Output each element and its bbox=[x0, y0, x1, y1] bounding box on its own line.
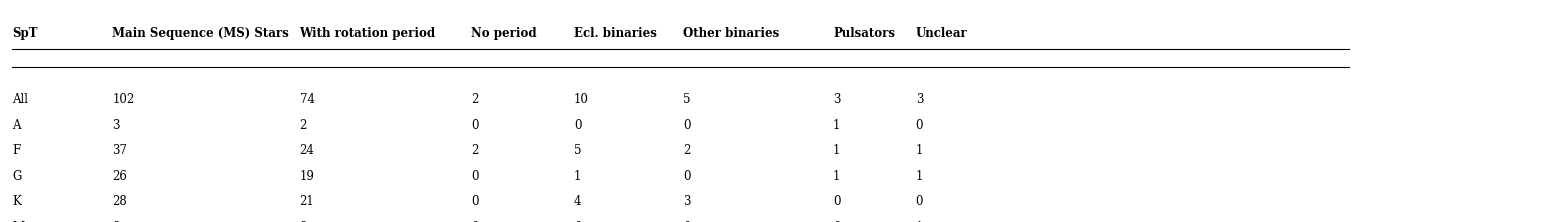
Text: 0: 0 bbox=[916, 195, 924, 208]
Text: SpT: SpT bbox=[12, 27, 37, 40]
Text: 28: 28 bbox=[112, 195, 126, 208]
Text: Unclear: Unclear bbox=[916, 27, 967, 40]
Text: 1: 1 bbox=[833, 119, 841, 132]
Text: 0: 0 bbox=[574, 221, 582, 222]
Text: 4: 4 bbox=[574, 195, 582, 208]
Text: K: K bbox=[12, 195, 22, 208]
Text: 10: 10 bbox=[574, 93, 590, 106]
Text: 21: 21 bbox=[300, 195, 314, 208]
Text: 2: 2 bbox=[300, 119, 307, 132]
Text: 26: 26 bbox=[112, 170, 128, 183]
Text: 2: 2 bbox=[471, 93, 479, 106]
Text: 0: 0 bbox=[683, 221, 691, 222]
Text: 5: 5 bbox=[574, 144, 582, 157]
Text: 0: 0 bbox=[471, 221, 479, 222]
Text: 0: 0 bbox=[471, 119, 479, 132]
Text: 3: 3 bbox=[683, 195, 691, 208]
Text: 3: 3 bbox=[833, 93, 841, 106]
Text: 5: 5 bbox=[683, 93, 691, 106]
Text: 0: 0 bbox=[683, 119, 691, 132]
Text: 1: 1 bbox=[916, 221, 924, 222]
Text: 1: 1 bbox=[916, 144, 924, 157]
Text: 2: 2 bbox=[471, 144, 479, 157]
Text: 102: 102 bbox=[112, 93, 134, 106]
Text: 8: 8 bbox=[112, 221, 120, 222]
Text: 1: 1 bbox=[833, 144, 841, 157]
Text: 37: 37 bbox=[112, 144, 128, 157]
Text: 3: 3 bbox=[112, 119, 120, 132]
Text: All: All bbox=[12, 93, 28, 106]
Text: 19: 19 bbox=[300, 170, 315, 183]
Text: 8: 8 bbox=[300, 221, 307, 222]
Text: A: A bbox=[12, 119, 20, 132]
Text: With rotation period: With rotation period bbox=[300, 27, 435, 40]
Text: Other binaries: Other binaries bbox=[683, 27, 780, 40]
Text: 74: 74 bbox=[300, 93, 315, 106]
Text: F: F bbox=[12, 144, 20, 157]
Text: No period: No period bbox=[471, 27, 537, 40]
Text: 1: 1 bbox=[574, 170, 582, 183]
Text: 3: 3 bbox=[916, 93, 924, 106]
Text: 1: 1 bbox=[833, 170, 841, 183]
Text: 2: 2 bbox=[683, 144, 691, 157]
Text: 0: 0 bbox=[471, 195, 479, 208]
Text: 0: 0 bbox=[471, 170, 479, 183]
Text: M: M bbox=[12, 221, 25, 222]
Text: 0: 0 bbox=[574, 119, 582, 132]
Text: 0: 0 bbox=[833, 195, 841, 208]
Text: 0: 0 bbox=[683, 170, 691, 183]
Text: 24: 24 bbox=[300, 144, 315, 157]
Text: 0: 0 bbox=[916, 119, 924, 132]
Text: Ecl. binaries: Ecl. binaries bbox=[574, 27, 657, 40]
Text: Pulsators: Pulsators bbox=[833, 27, 895, 40]
Text: 0: 0 bbox=[833, 221, 841, 222]
Text: 1: 1 bbox=[916, 170, 924, 183]
Text: G: G bbox=[12, 170, 22, 183]
Text: Main Sequence (MS) Stars: Main Sequence (MS) Stars bbox=[112, 27, 289, 40]
